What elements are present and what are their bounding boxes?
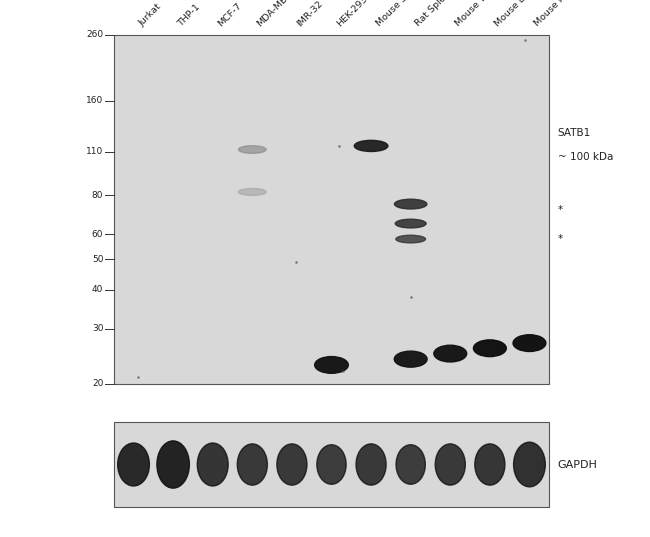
- Ellipse shape: [277, 444, 307, 485]
- Text: 110: 110: [86, 148, 103, 156]
- Ellipse shape: [157, 441, 189, 488]
- Text: Mouse kidney: Mouse kidney: [533, 0, 585, 28]
- Ellipse shape: [513, 335, 546, 352]
- Text: 160: 160: [86, 97, 103, 105]
- Text: HEK-293: HEK-293: [335, 0, 369, 28]
- Ellipse shape: [395, 219, 426, 228]
- Bar: [114, 422, 549, 507]
- Text: SATB1: SATB1: [558, 128, 591, 138]
- Ellipse shape: [237, 444, 267, 485]
- Text: Jurkat: Jurkat: [136, 3, 162, 28]
- Ellipse shape: [198, 443, 228, 486]
- Text: *: *: [558, 205, 563, 215]
- Ellipse shape: [315, 357, 348, 373]
- Text: 20: 20: [92, 380, 103, 388]
- Ellipse shape: [118, 443, 150, 486]
- Bar: [114, 35, 549, 384]
- Text: THP-1: THP-1: [176, 3, 202, 28]
- Ellipse shape: [395, 351, 427, 367]
- Text: 80: 80: [92, 191, 103, 200]
- Text: *: *: [558, 234, 563, 244]
- Ellipse shape: [239, 146, 266, 154]
- Ellipse shape: [473, 340, 506, 357]
- Ellipse shape: [514, 442, 545, 487]
- Text: 50: 50: [92, 255, 103, 264]
- Text: ~ 100 kDa: ~ 100 kDa: [558, 152, 613, 162]
- Ellipse shape: [396, 235, 426, 243]
- Ellipse shape: [436, 444, 465, 485]
- Text: Rat Spleen: Rat Spleen: [414, 0, 456, 28]
- Text: IMR-32: IMR-32: [295, 0, 324, 28]
- Ellipse shape: [474, 444, 505, 485]
- Text: 60: 60: [92, 230, 103, 239]
- Ellipse shape: [396, 445, 425, 484]
- Text: 40: 40: [92, 285, 103, 294]
- Text: MDA-MB-231: MDA-MB-231: [255, 0, 305, 28]
- Ellipse shape: [239, 188, 266, 195]
- Text: GAPDH: GAPDH: [558, 460, 597, 469]
- Text: 260: 260: [86, 31, 103, 39]
- Text: MCF-7: MCF-7: [216, 1, 243, 28]
- Text: 30: 30: [92, 324, 103, 333]
- Ellipse shape: [317, 445, 346, 484]
- Text: Mouse Brain: Mouse Brain: [493, 0, 541, 28]
- Ellipse shape: [356, 444, 386, 485]
- Text: Mouse Thymus: Mouse Thymus: [454, 0, 510, 28]
- Ellipse shape: [354, 140, 388, 151]
- Text: Mouse Spleen: Mouse Spleen: [374, 0, 428, 28]
- Ellipse shape: [395, 199, 427, 209]
- Ellipse shape: [434, 345, 467, 362]
